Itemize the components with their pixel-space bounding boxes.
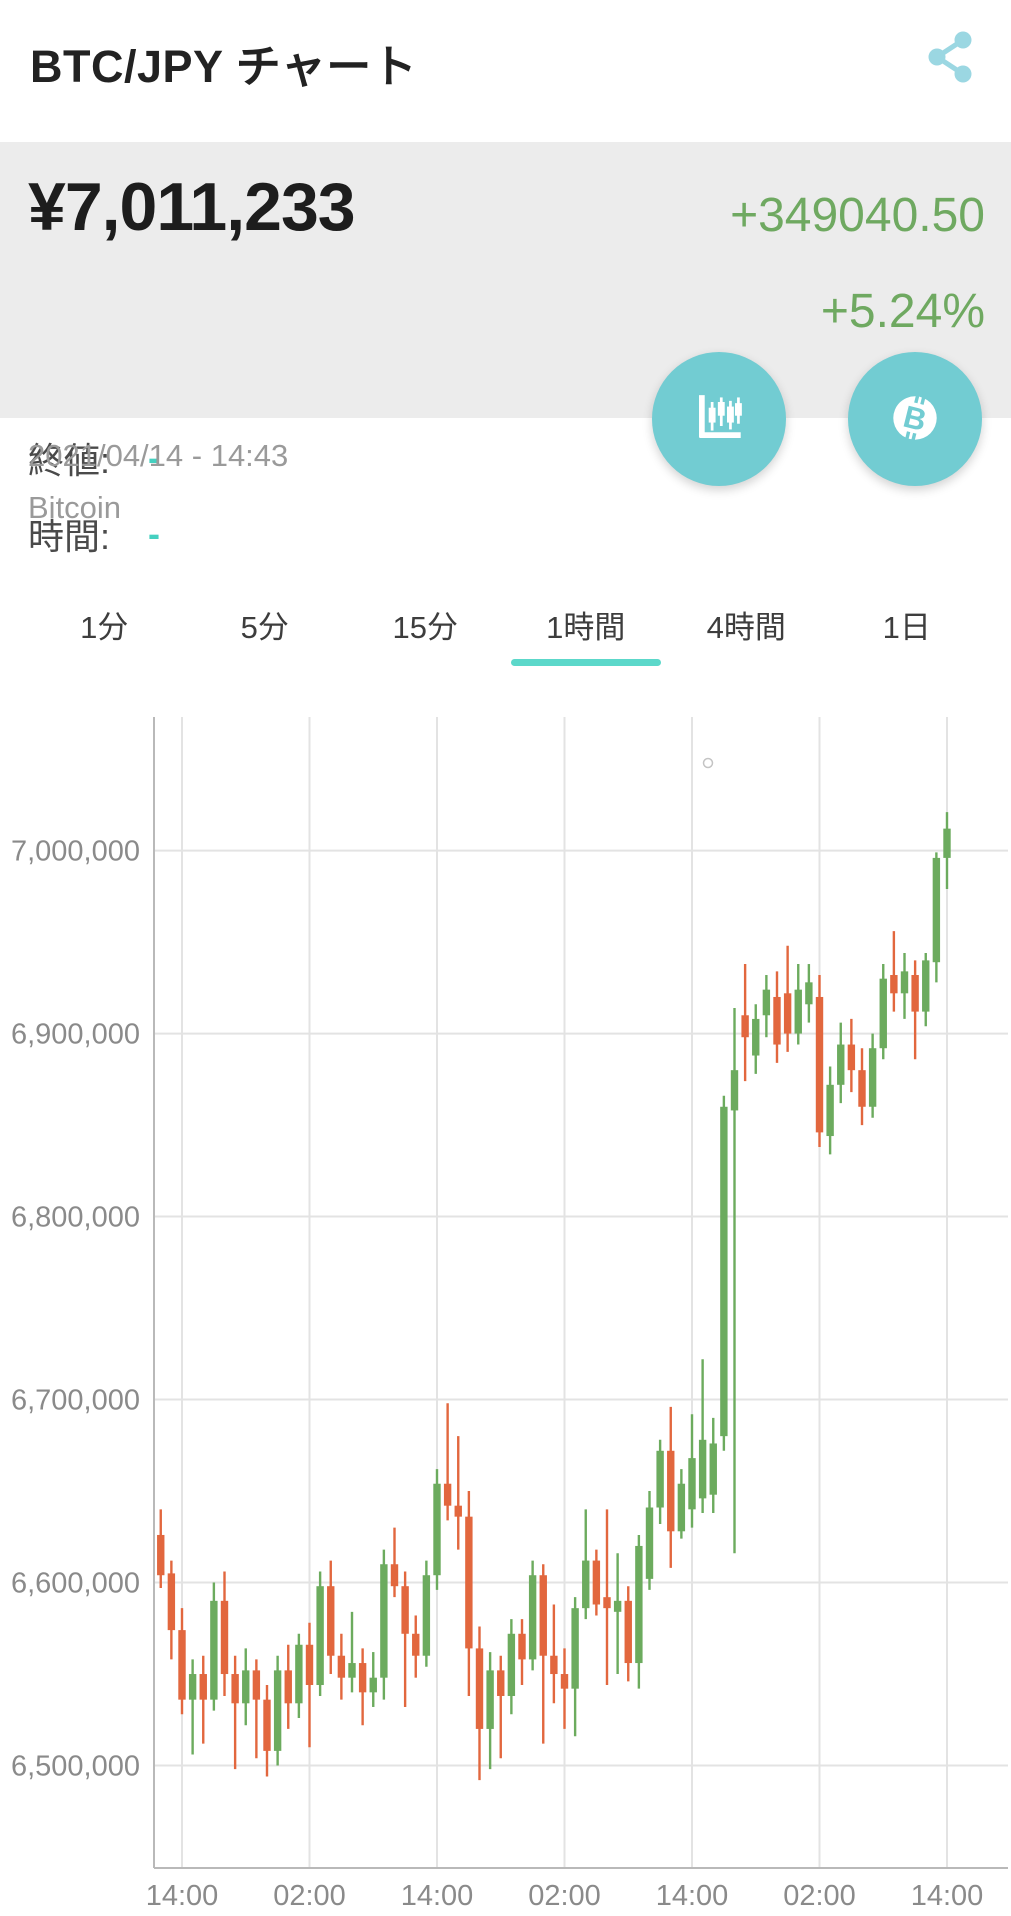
- svg-text:14:00: 14:00: [401, 1880, 474, 1911]
- svg-text:14:00: 14:00: [146, 1880, 219, 1911]
- share-icon: [925, 31, 977, 89]
- close-price-label: 終値:: [28, 440, 111, 481]
- candlestick-chart-icon: [687, 386, 751, 453]
- time-label: 時間:: [28, 516, 111, 557]
- active-tab-underline: [510, 659, 661, 666]
- price-change-percent: +5.24%: [820, 285, 985, 338]
- tab-5min[interactable]: 5分: [185, 584, 346, 674]
- tab-15min[interactable]: 15分: [345, 584, 506, 674]
- svg-text:02:00: 02:00: [528, 1880, 601, 1911]
- price-change-absolute: +349040.50: [730, 189, 985, 242]
- timeframe-tabs: 1分 5分 15分 1時間 4時間 1日: [0, 584, 1011, 674]
- current-price: ¥7,011,233: [28, 169, 356, 245]
- price-datetime: 2021/04/14 - 14:43: [28, 438, 289, 473]
- page-title: BTC/JPY チャート: [30, 41, 418, 92]
- svg-text:6,500,000: 6,500,000: [11, 1751, 140, 1783]
- close-price-value: -: [148, 437, 160, 478]
- svg-text:6,800,000: 6,800,000: [11, 1202, 140, 1234]
- time-value: -: [148, 513, 160, 554]
- close-price-row: 終値: -: [28, 434, 983, 482]
- asset-name: Bitcoin: [28, 490, 122, 525]
- svg-text:6,700,000: 6,700,000: [11, 1385, 140, 1417]
- tab-1min[interactable]: 1分: [24, 584, 185, 674]
- price-chart[interactable]: 7,000,000 6,900,000 6,800,000 6,700,000 6,60…: [0, 690, 1011, 1912]
- svg-text:02:00: 02:00: [273, 1880, 346, 1911]
- hover-readout-section: 終値: - 時間: -: [0, 418, 1011, 584]
- bitcoin-button[interactable]: B: [848, 352, 982, 486]
- svg-text:14:00: 14:00: [911, 1880, 984, 1911]
- time-row: 時間: -: [28, 510, 983, 558]
- tab-4hour[interactable]: 4時間: [666, 584, 827, 674]
- share-button[interactable]: [925, 28, 977, 86]
- tab-label: 5分: [240, 610, 289, 645]
- tab-label: 4時間: [706, 610, 786, 645]
- price-panel: ¥7,011,233 +349040.50 2021/04/14 - 14:43…: [0, 142, 1011, 525]
- tab-label: 1分: [80, 610, 129, 645]
- svg-text:7,000,000: 7,000,000: [11, 836, 140, 868]
- svg-text:6,900,000: 6,900,000: [11, 1019, 140, 1051]
- bitcoin-icon: B: [883, 386, 947, 453]
- tab-1hour[interactable]: 1時間: [506, 584, 667, 674]
- svg-text:02:00: 02:00: [783, 1880, 856, 1911]
- tab-1day[interactable]: 1日: [827, 584, 988, 674]
- candlestick-chart-button[interactable]: [652, 352, 786, 486]
- tab-label: 1時間: [546, 610, 626, 645]
- app-header: BTC/JPY チャート: [0, 0, 1011, 142]
- tab-label: 15分: [392, 610, 458, 645]
- tab-label: 1日: [882, 610, 931, 645]
- svg-text:14:00: 14:00: [656, 1880, 729, 1911]
- svg-text:6,600,000: 6,600,000: [11, 1568, 140, 1600]
